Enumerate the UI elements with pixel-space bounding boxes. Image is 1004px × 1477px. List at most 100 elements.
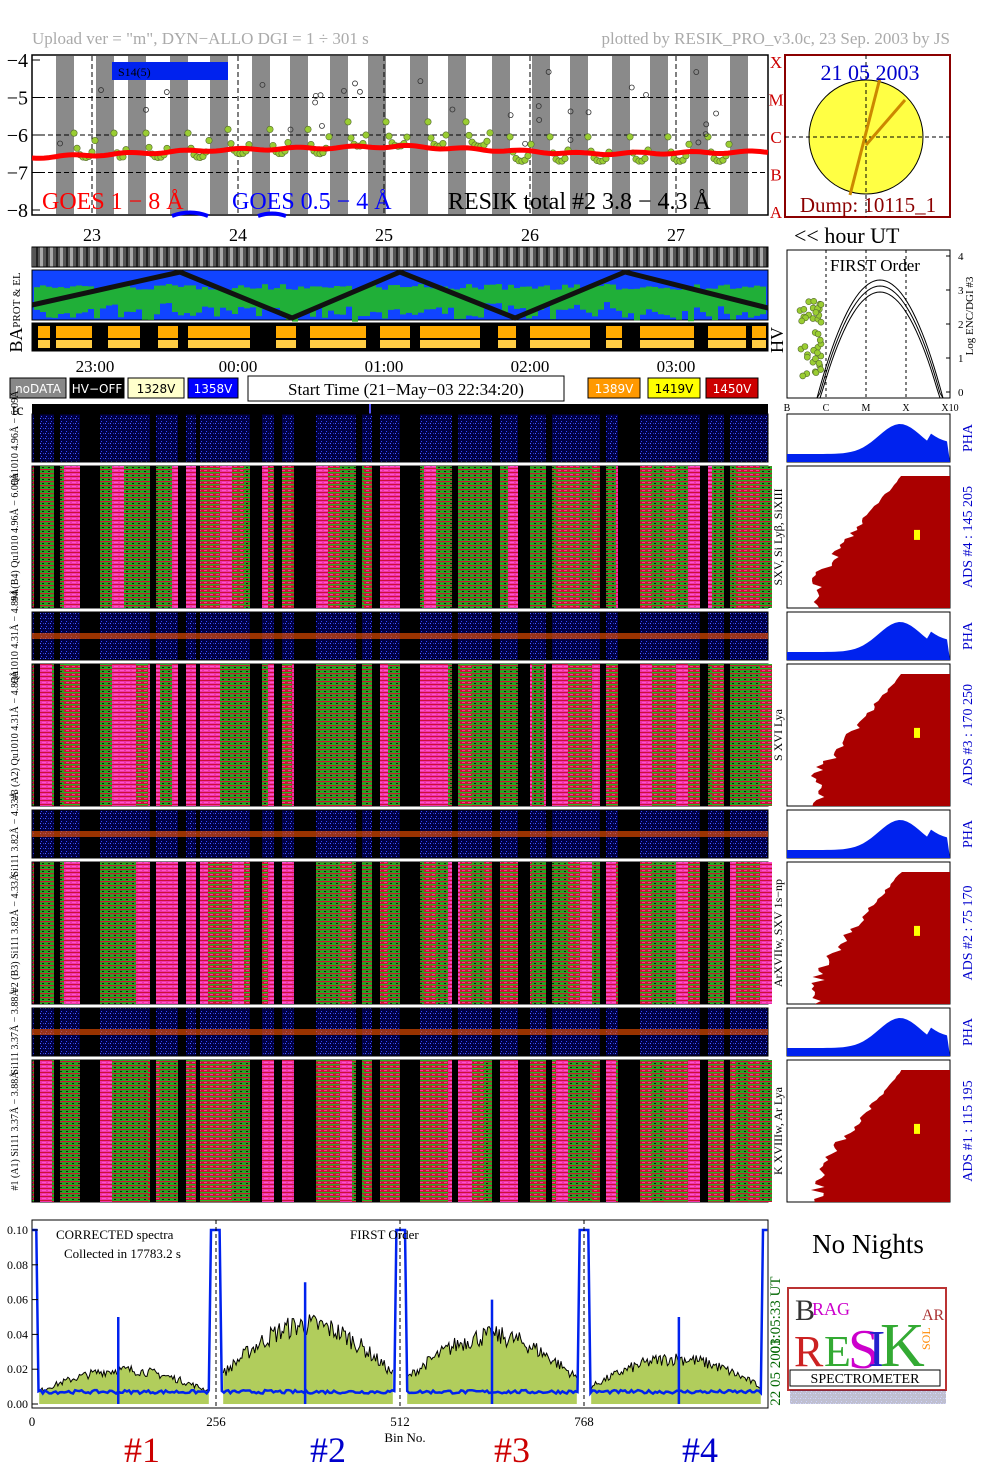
prot-green-cell [262, 284, 268, 310]
resik-point [527, 140, 535, 148]
spectrum-column [64, 1060, 76, 1202]
spectrum-gap [518, 466, 530, 608]
ads-histogram [811, 872, 950, 1004]
spectrum-column [652, 862, 664, 1004]
spectrum-gap [34, 466, 40, 608]
spectral-lines-label: K XVIIIw, Ar Lya [771, 1086, 785, 1175]
spectrum-column [340, 862, 352, 1004]
hv-block-5 [276, 340, 296, 348]
spectra-ytick-5: 0.10 [7, 1223, 28, 1237]
hv-block-11 [606, 340, 622, 348]
spectrum-gap [150, 664, 156, 806]
hv-block-1 [56, 340, 92, 348]
spectrum-gap [724, 1060, 730, 1202]
spectrum-column [40, 862, 52, 1004]
ba-block-12 [640, 326, 694, 338]
pha-gap [294, 414, 316, 462]
pha-strip-label: Si111 3.82Å − 4.33Å [9, 791, 21, 877]
spectrum-column [664, 466, 676, 608]
prot-green-cell [352, 289, 358, 322]
fo-point [800, 306, 808, 313]
logo-k: K [880, 1312, 925, 1380]
goes-1-8-line [31, 143, 769, 161]
resik-point [462, 118, 470, 126]
prot-green-cell [166, 284, 172, 304]
goes-day-label-26: 26 [521, 225, 539, 245]
spectrum-column [220, 862, 232, 1004]
spectrum-gap [80, 466, 100, 608]
first-order-points [796, 297, 825, 380]
fo-point [799, 372, 807, 380]
pha-gap [518, 414, 530, 462]
fo-point [814, 349, 821, 357]
spectrum-gap [250, 466, 262, 608]
resik-point [184, 129, 192, 137]
ba-block-3 [158, 326, 178, 338]
prot-green-cell [640, 287, 646, 315]
spectrum-column [460, 664, 472, 806]
prot-green-cell [634, 288, 640, 321]
hv-block-13 [708, 340, 746, 348]
spectrum-column [388, 1060, 400, 1202]
prot-green-cell [502, 289, 508, 317]
spectrum-gap [178, 664, 186, 806]
hv-label: HV [767, 327, 787, 353]
prot-green-cell [592, 284, 598, 317]
hv-legend-label-4: 1389V [595, 382, 635, 396]
resik-outlier [143, 106, 149, 113]
hv-legend-swatch-3 [187, 377, 239, 399]
prot-green-cell [220, 289, 226, 308]
fo-xtick-3: X [902, 403, 910, 414]
resik-logo: B RAG R E S I K AR SOL SPECTROMETER [787, 1287, 947, 1404]
spectrum-gap [80, 862, 100, 1004]
spectrum-column [208, 466, 220, 608]
spectrum-column [604, 862, 616, 1004]
logo-i: I [868, 1321, 885, 1378]
goes-ytick-label-2: −6 [7, 125, 28, 147]
spectrum-column [100, 466, 112, 608]
sun-pointer-line-2 [864, 99, 907, 146]
spectrum-gap [274, 862, 282, 1004]
first-order-grid [825, 250, 907, 398]
prot-green-cell [514, 288, 520, 309]
spectrum-column [604, 664, 616, 806]
prot-green-cell [274, 288, 280, 308]
first-order-ticks: 0 1 2 3 4 B C M X X10 [784, 251, 964, 414]
spectra-time: 01:05:33 UT [768, 1276, 784, 1353]
spectrum-gap [372, 664, 380, 806]
goes-05-4-segment [171, 210, 209, 218]
prot-green-cell [268, 289, 274, 310]
pha-strip-label: Qu1010 4.31Å − 4.89Å [9, 588, 21, 684]
spectral-lines-label: ArXVIIw, SXV 1s−np [771, 879, 785, 987]
s14-box [112, 62, 228, 80]
hv-legend-swatch-1 [69, 377, 125, 399]
spectrum-column [748, 1060, 760, 1202]
resik-outlier [567, 137, 574, 143]
prot-green-cell [442, 286, 448, 314]
spectrum-gap [150, 1060, 156, 1202]
ba-block-10 [530, 326, 590, 338]
prot-green-cell [142, 289, 148, 320]
pha-gap [400, 414, 420, 462]
resik-point [439, 140, 447, 148]
hv-legend-swatch-5 [647, 377, 701, 399]
spectrum-gap [178, 1060, 186, 1202]
spectrum-column [604, 1060, 616, 1202]
spectrum-column [340, 1060, 352, 1202]
pha-gap [250, 414, 262, 462]
spectrum-gap [400, 862, 420, 1004]
spectrum-column [460, 466, 472, 608]
spectrum-column [688, 466, 700, 608]
start-time-box [247, 375, 565, 402]
pha-histogram [787, 1018, 950, 1056]
prot-green-cell [64, 288, 70, 314]
logo-e: E [824, 1327, 851, 1376]
goes-05-4-series [171, 210, 287, 218]
spectrum-column [664, 862, 676, 1004]
logo-b: B [795, 1294, 815, 1327]
spectrum-column [136, 1060, 148, 1202]
prot-green-cell [100, 288, 106, 309]
spectrum-column [208, 862, 220, 1004]
goes-day-label-27: 27 [667, 225, 685, 245]
spectrum-column [748, 862, 760, 1004]
